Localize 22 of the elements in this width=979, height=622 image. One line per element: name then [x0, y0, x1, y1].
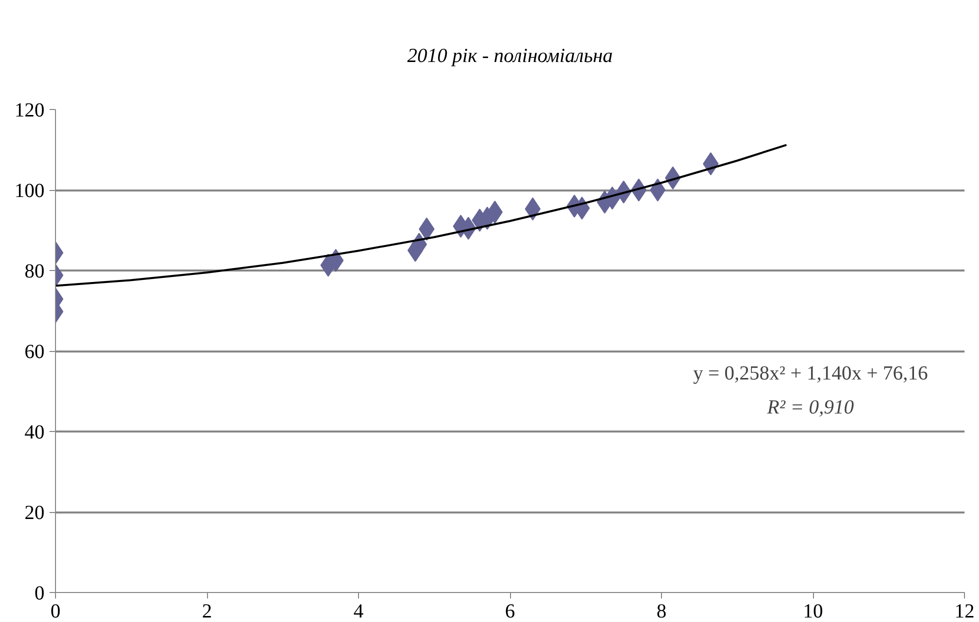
y-tick-label: 120 [14, 100, 44, 122]
x-tick-label: 0 [50, 600, 60, 622]
x-tick-label: 12 [954, 600, 974, 622]
x-tick-label: 6 [505, 600, 515, 622]
point [702, 152, 719, 176]
point [418, 218, 435, 241]
y-tick-label: 80 [24, 260, 44, 282]
chart-title: 2010 рік - поліноміальна [407, 45, 613, 67]
annotation: R² = 0,910 [766, 396, 854, 418]
y-tick-label: 0 [34, 582, 44, 604]
line-series [56, 144, 788, 287]
x-tick-label: 2 [202, 600, 212, 622]
y-tick-label: 100 [14, 180, 44, 202]
point [524, 197, 541, 220]
y-tick-label: 20 [24, 502, 44, 524]
y-tick-label: 60 [24, 341, 44, 363]
point [650, 178, 666, 202]
annotation: y = 0,258x² + 1,140x + 76,16 [693, 362, 928, 384]
x-tick-label: 10 [803, 600, 823, 622]
x-tick-label: 8 [656, 600, 666, 622]
x-tick-label: 4 [354, 600, 364, 622]
y-tick-label: 40 [24, 422, 44, 444]
